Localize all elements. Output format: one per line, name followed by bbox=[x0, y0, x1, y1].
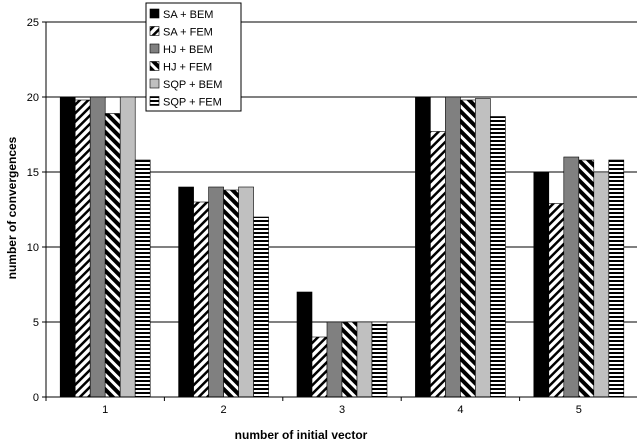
bar-sa-bem-1 bbox=[59, 96, 76, 398]
bar-sa-fem-3 bbox=[311, 336, 328, 398]
bar-sqp-bem-2 bbox=[238, 186, 254, 398]
bar-sqp-fem-1 bbox=[134, 159, 151, 398]
legend-label: HJ + BEM bbox=[163, 44, 213, 56]
bar-sa-bem-3 bbox=[296, 291, 313, 398]
legend-label: SQP + BEM bbox=[163, 79, 222, 91]
y-tick-label: 0 bbox=[33, 392, 39, 404]
x-tick-label: 3 bbox=[339, 404, 345, 416]
legend: SA + BEM SA + FEM HJ + BEM HJ + FEM SQP + BE… bbox=[145, 2, 242, 112]
bar-hj-bem-3 bbox=[326, 321, 343, 398]
legend-label: SQP + FEM bbox=[163, 97, 222, 109]
bar-sa-fem-5 bbox=[548, 203, 565, 398]
bar-sqp-bem-5 bbox=[593, 171, 610, 398]
bar-sa-fem-4 bbox=[430, 131, 446, 398]
bar-sa-fem-2 bbox=[193, 201, 209, 398]
bar-sqp-bem-1 bbox=[119, 96, 136, 398]
y-tick-label: 5 bbox=[33, 317, 39, 329]
bar-hj-bem-4 bbox=[445, 96, 461, 398]
bar-hj-bem-2 bbox=[208, 186, 224, 398]
legend-label: HJ + FEM bbox=[163, 62, 212, 74]
x-axis-ticks: 1 2 3 4 5 bbox=[45, 397, 582, 416]
legend-swatch bbox=[149, 78, 160, 89]
x-tick-label: 2 bbox=[221, 404, 227, 416]
x-tick-label: 1 bbox=[102, 404, 108, 416]
legend-swatch bbox=[149, 8, 160, 19]
bar-hj-bem-5 bbox=[563, 156, 580, 398]
bar-sa-bem-4 bbox=[415, 96, 431, 398]
bar-hj-fem-4 bbox=[460, 99, 476, 398]
bar-sqp-bem-3 bbox=[356, 321, 373, 398]
bar-sqp-fem-2 bbox=[253, 216, 269, 398]
bar-sa-fem-1 bbox=[74, 99, 91, 398]
y-tick-label: 10 bbox=[27, 242, 39, 254]
bar-sqp-fem-5 bbox=[608, 159, 625, 398]
x-axis-title: number of initial vector bbox=[235, 428, 368, 442]
y-tick-label: 25 bbox=[27, 17, 39, 29]
bar-sqp-fem-4 bbox=[490, 116, 506, 398]
y-tick-label: 15 bbox=[27, 167, 39, 179]
bar-sa-bem-2 bbox=[178, 186, 194, 398]
x-tick-label: 4 bbox=[457, 404, 463, 416]
bar-sqp-bem-4 bbox=[475, 98, 491, 398]
bar-hj-fem-2 bbox=[223, 189, 239, 398]
y-axis-ticks: 0 5 10 15 20 25 bbox=[27, 17, 46, 404]
y-tick-label: 20 bbox=[27, 92, 39, 104]
legend-box bbox=[145, 2, 242, 112]
legend-label: SA + BEM bbox=[163, 9, 213, 21]
bar-hj-fem-5 bbox=[578, 159, 595, 398]
bars bbox=[59, 96, 625, 398]
legend-swatch bbox=[149, 96, 160, 106]
bar-hj-fem-3 bbox=[341, 321, 358, 398]
bar-sa-bem-5 bbox=[533, 171, 550, 398]
legend-swatch bbox=[149, 43, 160, 54]
bar-hj-bem-1 bbox=[89, 96, 106, 398]
bar-sqp-fem-3 bbox=[371, 321, 388, 398]
legend-label: SA + FEM bbox=[163, 27, 213, 39]
x-tick-label: 5 bbox=[576, 404, 582, 416]
legend-swatch bbox=[149, 26, 160, 36]
bar-hj-fem-1 bbox=[104, 113, 121, 398]
legend-swatch bbox=[149, 61, 160, 71]
y-axis-title: number of convergences bbox=[5, 136, 19, 279]
